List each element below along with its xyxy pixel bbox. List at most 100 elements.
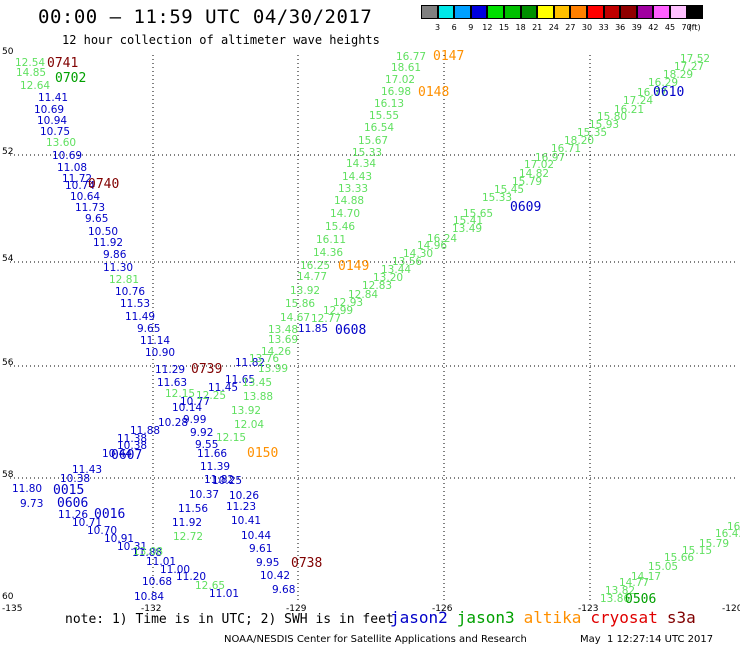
color-scale-box <box>670 5 687 19</box>
wave-height-value: 11.01 <box>146 556 176 568</box>
pass-label: 0607 <box>111 448 142 463</box>
wave-height-value: 16.71 <box>551 143 581 155</box>
wave-height-value: 11.88 <box>132 547 162 559</box>
wave-height-value: 11.30 <box>103 262 133 274</box>
wave-height-value: 10.84 <box>134 591 164 603</box>
credit-line: NOAA/NESDIS Center for Satellite Applica… <box>224 634 527 645</box>
wave-height-value: 9.86 <box>103 249 127 261</box>
wave-height-value: 15.66 <box>664 552 694 564</box>
wave-height-value: 14.77 <box>619 577 649 589</box>
wave-height-value: 10.44 <box>241 530 271 542</box>
wave-height-value: 14.82 <box>519 168 549 180</box>
wave-height-value: 17.02 <box>524 159 554 171</box>
wave-height-value: 11.26 <box>58 509 88 521</box>
wave-height-value: 10.70 <box>87 525 117 537</box>
wave-height-value: 10.38 <box>117 440 147 452</box>
wave-height-value: 16.43 <box>715 528 740 540</box>
wave-height-value: 10.69 <box>52 150 82 162</box>
wave-height-value: 16.54 <box>364 122 394 134</box>
wave-height-value: 13.86 <box>600 593 630 605</box>
pass-label: 0149 <box>338 259 369 274</box>
wave-height-value: 11.14 <box>140 335 170 347</box>
pass-label: 0741 <box>47 56 78 71</box>
color-scale-box <box>504 5 521 19</box>
wave-height-value: 11.80 <box>12 483 42 495</box>
wave-height-value: 11.73 <box>75 202 105 214</box>
satellite-legend: jason2 jason3 altika cryosat s3a <box>390 608 705 627</box>
wave-height-value: 14.17 <box>631 571 661 583</box>
wave-height-value: 15.93 <box>589 119 619 131</box>
latitude-label: 54 <box>2 254 14 264</box>
legend-item-jason3: jason3 <box>456 608 515 627</box>
color-scale-label: 12 <box>482 23 493 32</box>
wave-height-value: 11.39 <box>200 461 230 473</box>
pass-label: 0506 <box>625 592 656 607</box>
wave-height-value: 10.75 <box>40 126 70 138</box>
wave-height-value: 10.77 <box>180 396 210 408</box>
wave-height-value: 11.65 <box>225 374 255 386</box>
wave-height-value: 10.38 <box>60 473 90 485</box>
wave-height-value: 10.50 <box>88 226 118 238</box>
wave-height-value: 11.85 <box>298 323 328 335</box>
wave-height-value: 12.84 <box>348 289 378 301</box>
latitude-label: 58 <box>2 470 14 480</box>
pass-label: 0016 <box>94 507 125 522</box>
wave-height-value: 11.38 <box>117 433 147 445</box>
pass-label: 0606 <box>57 496 88 511</box>
longitude-label: -132 <box>141 604 161 614</box>
color-scale-box <box>620 5 637 19</box>
wave-height-value: 13.44 <box>381 264 411 276</box>
wave-height-value: 16.97 <box>535 152 565 164</box>
wave-height-value: 13.60 <box>46 137 76 149</box>
wave-height-value: 12.65 <box>195 580 225 592</box>
pass-label: 0015 <box>53 483 84 498</box>
map-grid <box>10 55 738 600</box>
color-scale-box <box>587 5 604 19</box>
wave-height-value: 11.08 <box>57 162 87 174</box>
wave-height-value: 15.79 <box>512 176 542 188</box>
wave-height-value: 16.13 <box>374 98 404 110</box>
wave-height-value: 11.56 <box>178 503 208 515</box>
wave-height-value: 13.08 <box>133 546 163 558</box>
color-scale-label: 27 <box>565 23 576 32</box>
wave-height-value: 15.35 <box>577 127 607 139</box>
wave-height-value: 14.77 <box>297 271 327 283</box>
wave-height-value: 13.82 <box>605 585 635 597</box>
wave-height-value: 14.36 <box>313 247 343 259</box>
color-scale-label: 36 <box>615 23 626 32</box>
wave-height-value: 14.43 <box>342 171 372 183</box>
wave-height-value: 9.73 <box>20 498 43 510</box>
wave-height-value: 12.64 <box>20 80 50 92</box>
legend-item-s3a: s3a <box>666 608 696 627</box>
wave-height-value: 18.61 <box>391 62 421 74</box>
wave-height-value: 15.65 <box>463 208 493 220</box>
color-scale-label: 9 <box>468 23 474 32</box>
wave-height-value: 11.41 <box>38 92 68 104</box>
wave-height-value: 12.81 <box>109 274 139 286</box>
wave-height-value: 9.55 <box>195 439 218 451</box>
wave-height-value: 9.68 <box>272 584 295 596</box>
wave-height-value: 16.77 <box>396 51 426 63</box>
wave-height-value: 12.72 <box>173 531 203 543</box>
wave-height-value: 12.25 <box>196 390 226 402</box>
wave-height-value: 15.33 <box>482 192 512 204</box>
wave-height-value: 10.69 <box>34 104 64 116</box>
wave-height-value: 13.88 <box>243 391 273 403</box>
wave-height-value: 9.95 <box>256 557 279 569</box>
wave-height-value: 11.29 <box>155 364 185 376</box>
color-scale-label: 21 <box>532 23 543 32</box>
wave-height-value: 11.43 <box>72 464 102 476</box>
color-scale-box <box>636 5 654 19</box>
color-scale-box <box>537 5 554 19</box>
wave-height-value: 17.52 <box>680 53 710 65</box>
wave-height-value: 11.66 <box>197 448 227 460</box>
pass-label: 0738 <box>291 556 322 571</box>
wave-height-value: 11.49 <box>125 311 155 323</box>
wave-height-value: 13.92 <box>290 285 320 297</box>
axis-labels: 50 52 54 56 58 60 -135 -132 -129 -126 -123 -120 <box>2 47 740 614</box>
pass-label: 0609 <box>510 200 541 215</box>
color-scale-box <box>553 5 571 19</box>
wave-height-value: 15.45 <box>494 184 524 196</box>
wave-height-value: 14.70 <box>330 208 360 220</box>
